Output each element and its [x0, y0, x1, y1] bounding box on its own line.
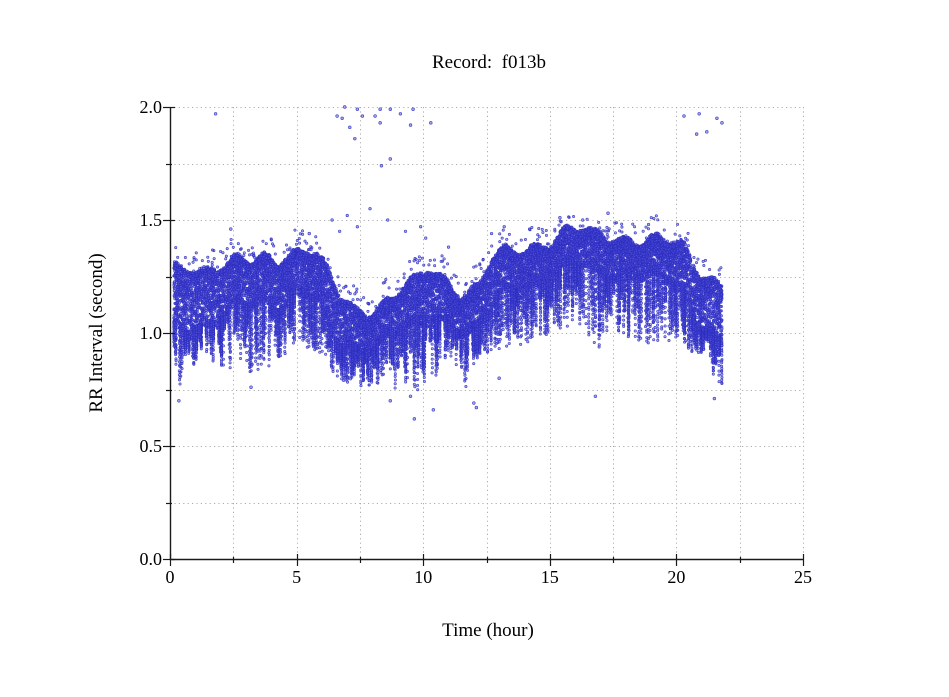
y-tick-label: 0.5	[139, 436, 163, 456]
x-tick-label: 10	[414, 567, 433, 587]
y-tick-label: 0.0	[139, 549, 163, 569]
x-tick-label: 20	[667, 567, 686, 587]
y-tick-label: 1.0	[139, 323, 163, 343]
x-tick-label: 15	[540, 567, 559, 587]
x-tick-label: 5	[292, 567, 302, 587]
y-tick-label: 1.5	[139, 210, 163, 230]
x-tick-label: 25	[794, 567, 812, 587]
x-axis-title: Time (hour)	[442, 620, 534, 641]
x-tick-label: 0	[165, 567, 175, 587]
y-tick-label: 2.0	[139, 97, 163, 117]
chart-title: Record: f013b	[432, 52, 546, 73]
y-axis-title: RR Interval (second)	[86, 253, 107, 413]
